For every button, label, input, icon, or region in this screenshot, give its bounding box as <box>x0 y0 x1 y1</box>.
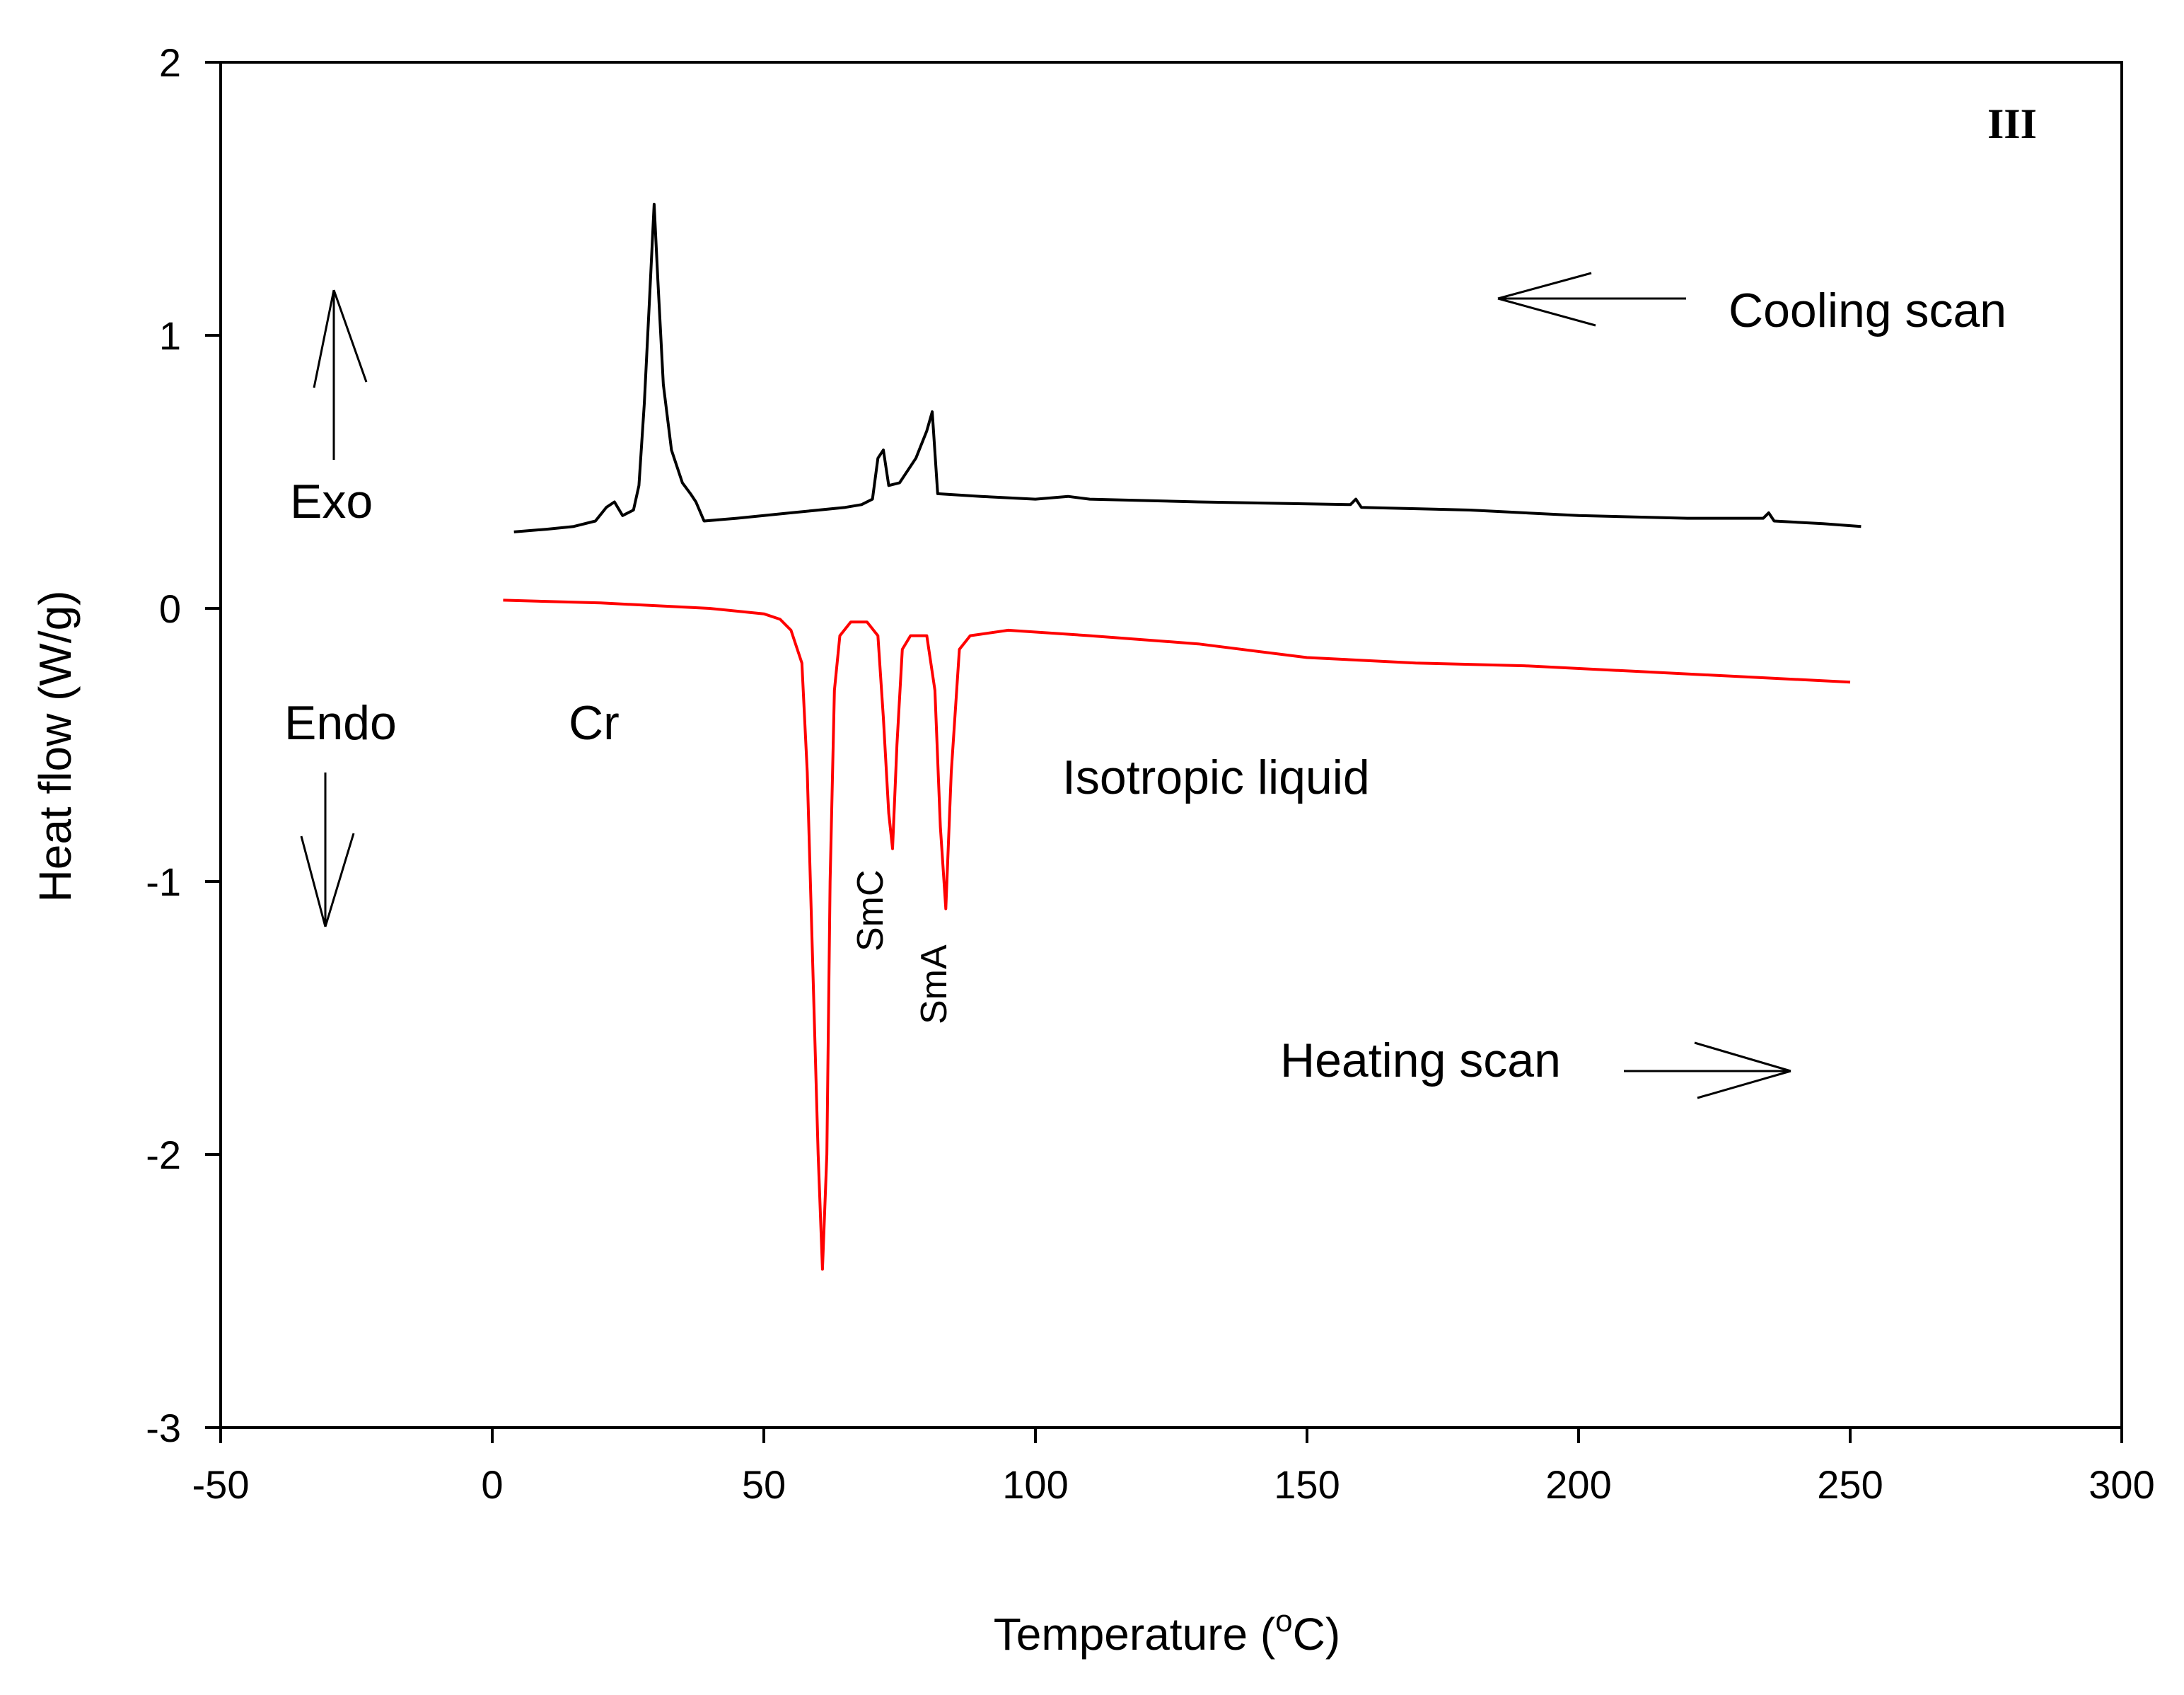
y-tick-label: -3 <box>146 1406 181 1450</box>
series-line-cooling-scan <box>513 202 1861 533</box>
y-axis-title: Heat flow (W/g) <box>30 591 81 903</box>
isotropic-liquid-label: Isotropic liquid <box>1062 751 1370 804</box>
y-tick-label: 2 <box>159 40 181 85</box>
y-tick-label: 0 <box>159 586 181 631</box>
y-tick-label: -1 <box>146 860 181 904</box>
x-tick-label: 200 <box>1545 1462 1611 1507</box>
cooling-left-arrow-icon <box>1497 272 1686 327</box>
exo-up-arrow-icon <box>313 289 368 460</box>
x-tick-label: 0 <box>481 1462 503 1507</box>
panel-label: III <box>1987 100 2037 147</box>
x-tick-label: -50 <box>192 1462 250 1507</box>
x-tick-label: 50 <box>742 1462 786 1507</box>
x-axis-title: Temperature (oC) <box>994 1604 1340 1660</box>
y-tick-label: 1 <box>159 313 181 358</box>
crystal-label: Cr <box>569 696 620 750</box>
x-tick-label: 100 <box>1002 1462 1068 1507</box>
x-tick-label: 250 <box>1817 1462 1883 1507</box>
series-layer <box>503 202 1861 1271</box>
plot-frame <box>219 61 2123 1429</box>
cooling-scan-label: Cooling scan <box>1729 284 2006 337</box>
sma-label: SmA <box>914 944 955 1024</box>
y-axis: -3 -2 -1 0 1 2 <box>146 40 221 1450</box>
heating-scan-label: Heating scan <box>1280 1034 1561 1087</box>
endo-label: Endo <box>284 696 397 750</box>
exo-label: Exo <box>290 475 373 528</box>
x-axis: -50 0 50 100 150 200 250 300 <box>192 1428 2155 1507</box>
smc-label: SmC <box>850 869 891 951</box>
y-tick-label: -2 <box>146 1133 181 1177</box>
heating-right-arrow-icon <box>1624 1041 1791 1099</box>
x-tick-label: 300 <box>2089 1462 2154 1507</box>
x-tick-label: 150 <box>1274 1462 1340 1507</box>
series-line-heating-scan <box>503 598 1851 1271</box>
endo-down-arrow-icon <box>300 773 355 927</box>
x-axis-unit-degree: o <box>1275 1604 1292 1638</box>
